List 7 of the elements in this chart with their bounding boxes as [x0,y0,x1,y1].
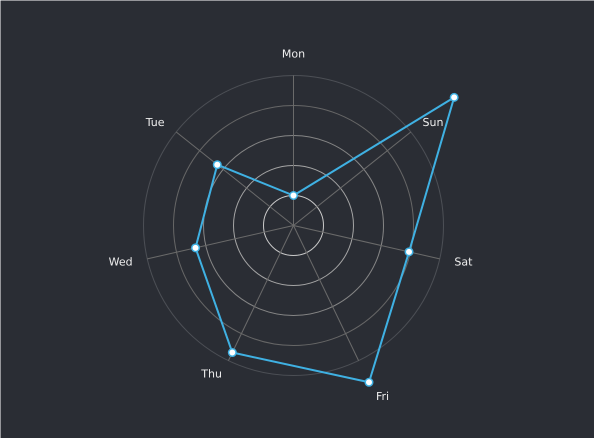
spoke-label: Wed [108,256,133,269]
spoke-label: Sun [422,116,444,130]
spoke-label: Thu [200,368,222,381]
spoke-label: Fri [376,390,390,404]
spoke-label: Tue [144,116,165,130]
spoke-label: Sat [454,256,474,269]
spoke-label: Mon [282,48,306,60]
